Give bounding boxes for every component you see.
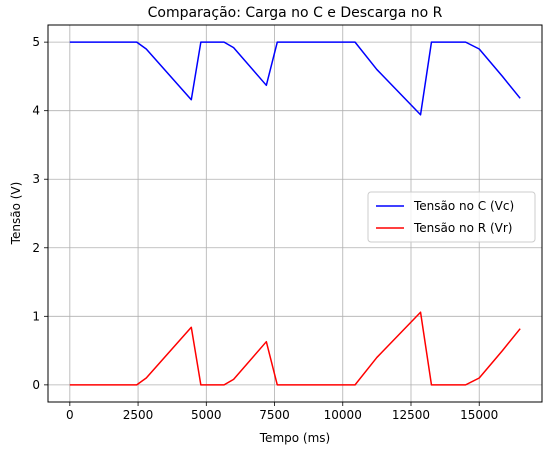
x-tick-label: 10000 — [324, 408, 362, 422]
series-lines — [69, 41, 521, 386]
legend-label: Tensão no C (Vc) — [413, 199, 514, 213]
plot-frame — [47, 24, 543, 403]
chart-title: Comparação: Carga no C e Descarga no R — [148, 5, 443, 21]
y-tick-label: 0 — [32, 378, 40, 392]
x-tick-label: 5000 — [191, 408, 222, 422]
y-axis-label: Tensão (V) — [9, 182, 23, 246]
x-tick-label: 2500 — [123, 408, 154, 422]
series-line-vr — [69, 311, 521, 386]
x-tick-label: 7500 — [259, 408, 290, 422]
y-tick-label: 2 — [32, 241, 40, 255]
x-tick-label: 15000 — [460, 408, 498, 422]
legend-label: Tensão no R (Vr) — [413, 221, 512, 235]
x-axis-label: Tempo (ms) — [259, 431, 330, 445]
axis-ticks: 0 2500 5000 7500 10000 12500 15000 0 1 2 3 4 5 — [32, 35, 498, 422]
series-line-vc — [69, 41, 521, 116]
y-tick-label: 1 — [32, 309, 40, 323]
y-tick-label: 4 — [32, 104, 40, 118]
x-tick-label: 0 — [66, 408, 74, 422]
legend: Tensão no C (Vc) Tensão no R (Vr) — [367, 191, 536, 243]
y-tick-label: 3 — [32, 172, 40, 186]
legend-box — [367, 191, 536, 243]
y-tick-label: 5 — [32, 35, 40, 49]
x-tick-label: 12500 — [392, 408, 430, 422]
